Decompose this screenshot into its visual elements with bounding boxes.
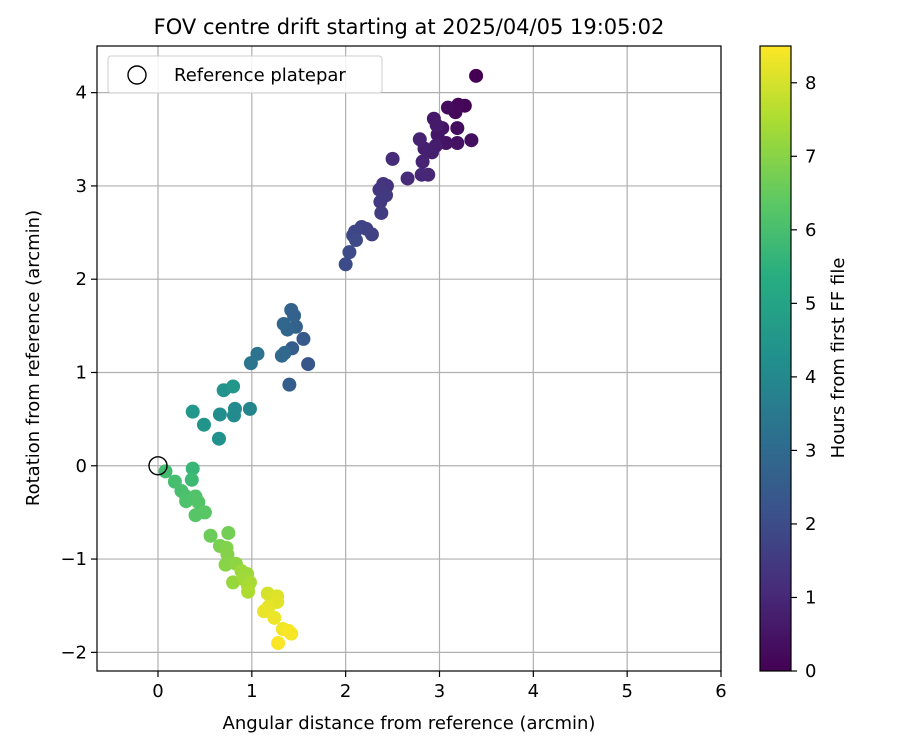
data-point xyxy=(226,575,241,590)
data-point xyxy=(271,636,286,651)
data-point xyxy=(450,136,465,151)
reference-platepar-point xyxy=(148,456,168,476)
legend-label: Reference platepar xyxy=(174,65,346,86)
data-point xyxy=(469,68,484,83)
x-tick-label: 3 xyxy=(434,681,445,702)
colorbar-tick-label: 1 xyxy=(805,587,816,608)
data-point xyxy=(196,417,211,432)
colorbar-tick-label: 3 xyxy=(805,440,816,461)
data-point xyxy=(282,377,297,392)
data-point xyxy=(185,404,200,419)
data-point xyxy=(242,401,257,416)
data-point xyxy=(412,132,427,147)
data-point xyxy=(301,357,316,372)
y-tick-label: 1 xyxy=(76,362,87,383)
data-point xyxy=(221,525,236,540)
data-point xyxy=(296,331,311,346)
colorbar: 0 1 2 3 4 5 6 7 8 Hours from first FF file xyxy=(759,45,849,682)
data-point xyxy=(414,167,429,182)
data-point xyxy=(267,610,282,625)
data-point xyxy=(373,194,388,209)
grid xyxy=(97,46,722,671)
data-point xyxy=(197,505,212,520)
x-tick-label: 4 xyxy=(528,681,539,702)
x-tick-label: 6 xyxy=(715,681,726,702)
data-point xyxy=(450,121,465,136)
data-point xyxy=(211,431,226,446)
colorbar-gradient xyxy=(759,45,792,672)
y-tick-label: 0 xyxy=(76,456,87,477)
data-point xyxy=(374,205,389,220)
data-point xyxy=(284,302,299,317)
data-point xyxy=(191,495,206,510)
colorbar-ticks: 0 1 2 3 4 5 6 7 8 xyxy=(791,73,816,682)
data-point xyxy=(274,348,289,363)
data-point xyxy=(342,245,357,260)
colorbar-tick-label: 4 xyxy=(805,367,816,388)
legend-marker xyxy=(127,65,147,85)
colorbar-tick-label: 5 xyxy=(805,293,816,314)
data-point xyxy=(203,528,218,543)
data-point xyxy=(243,356,258,371)
data-point xyxy=(185,461,200,476)
data-point xyxy=(385,151,400,166)
colorbar-tick-label: 2 xyxy=(805,514,816,535)
y-tick-label: −2 xyxy=(60,642,87,663)
colorbar-tick-label: 6 xyxy=(805,220,816,241)
chart-title: FOV centre drift starting at 2025/04/05 … xyxy=(154,15,665,39)
legend: Reference platepar xyxy=(107,55,383,94)
y-axis-label: Rotation from reference (arcmin) xyxy=(23,210,44,506)
x-tick-label: 2 xyxy=(340,681,351,702)
data-point xyxy=(415,154,430,169)
y-tick-label: 2 xyxy=(76,269,87,290)
axis-ticks: 0 1 2 3 4 5 6 −2 −1 0 1 2 3 4 xyxy=(60,83,726,702)
data-points xyxy=(158,68,484,651)
colorbar-tick-label: 0 xyxy=(805,661,816,682)
colorbar-label: Hours from first FF file xyxy=(828,258,849,459)
y-tick-label: 4 xyxy=(76,83,87,104)
x-tick-label: 0 xyxy=(152,681,163,702)
data-point xyxy=(464,133,479,148)
colorbar-tick-label: 8 xyxy=(805,73,816,94)
axes-frame xyxy=(96,45,722,672)
colorbar-tick-label: 7 xyxy=(805,146,816,167)
data-point xyxy=(257,604,272,619)
y-tick-label: −1 xyxy=(60,549,87,570)
x-tick-label: 1 xyxy=(246,681,257,702)
legend-box xyxy=(107,55,383,94)
data-point xyxy=(212,407,227,422)
data-point xyxy=(429,118,444,133)
x-axis-label: Angular distance from reference (arcmin) xyxy=(223,713,596,734)
data-point xyxy=(400,171,415,186)
data-point xyxy=(184,472,199,487)
data-point xyxy=(440,100,455,115)
data-point xyxy=(241,584,256,599)
data-point xyxy=(226,379,241,394)
y-tick-label: 3 xyxy=(76,176,87,197)
data-point xyxy=(348,233,363,248)
x-tick-label: 5 xyxy=(621,681,632,702)
data-point xyxy=(226,408,241,423)
data-point xyxy=(338,257,353,272)
data-point xyxy=(218,557,233,572)
data-point xyxy=(276,316,291,331)
data-point xyxy=(284,626,299,641)
